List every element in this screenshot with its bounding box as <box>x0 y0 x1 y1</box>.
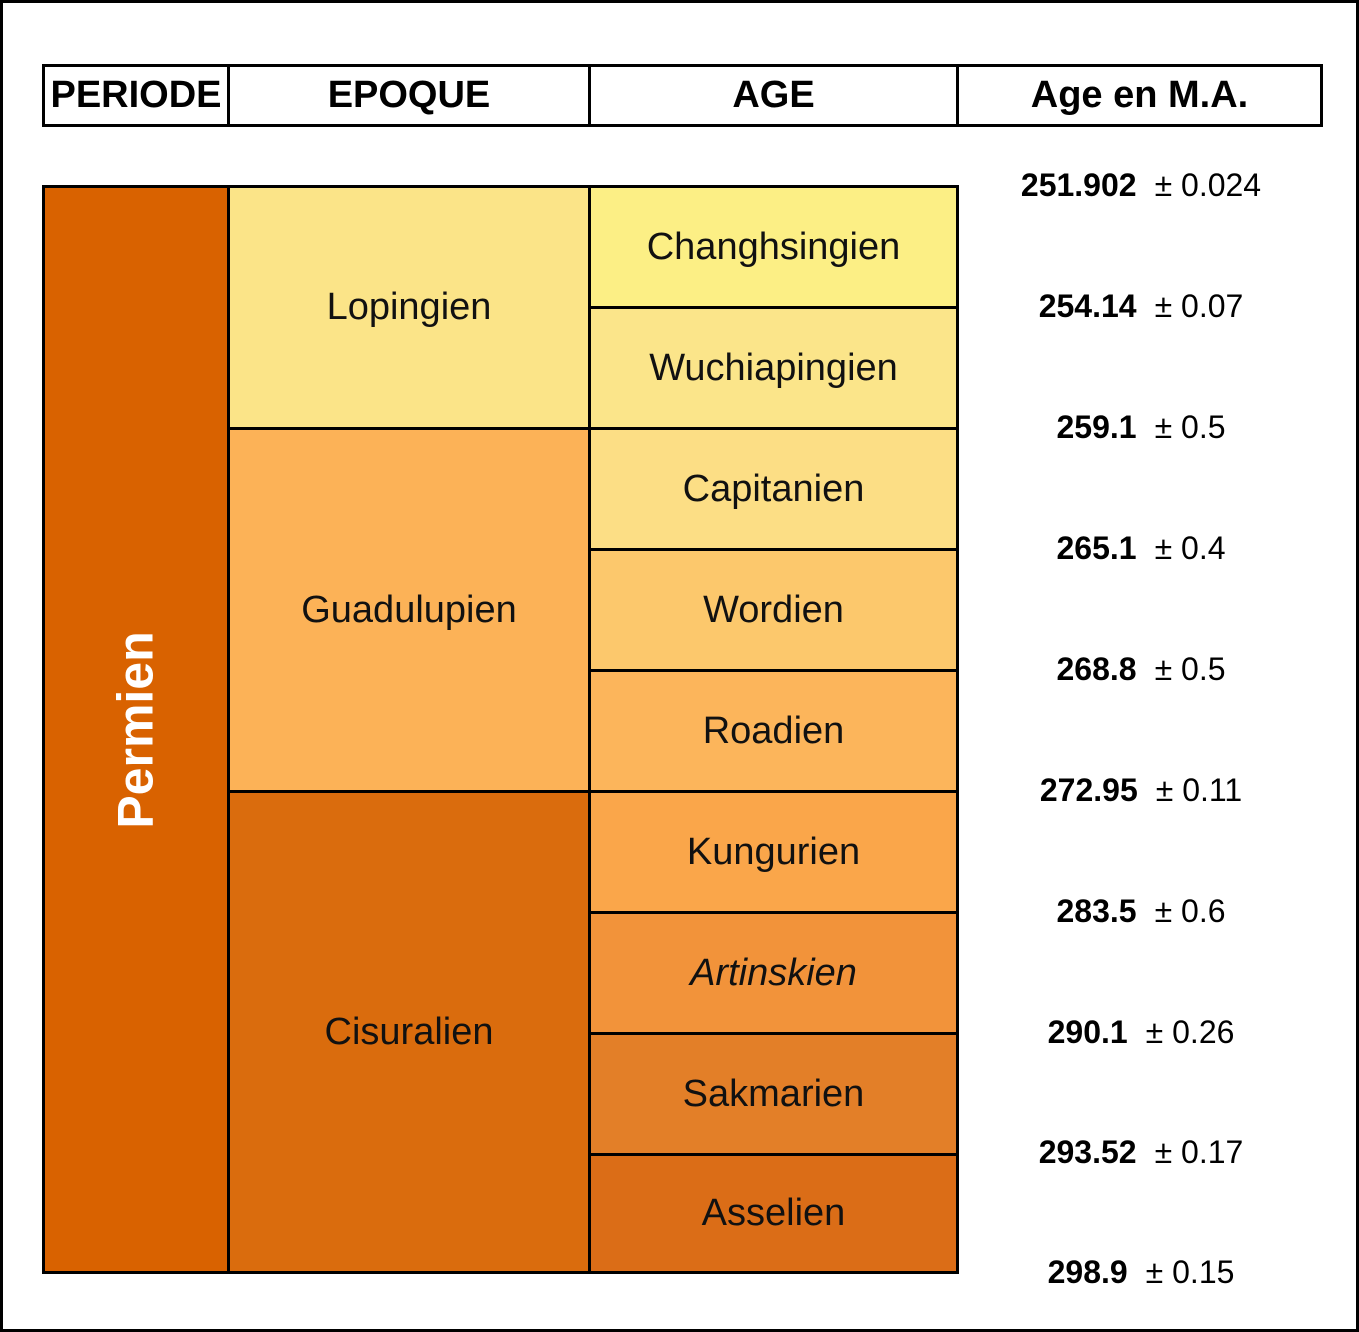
boundary-uncertainty: ± 0.6 <box>1154 893 1226 929</box>
boundary-value: 265.1 <box>1056 530 1137 566</box>
age-wuchiapingien: Wuchiapingien <box>588 306 959 430</box>
boundary-uncertainty: ± 0.26 <box>1145 1014 1235 1050</box>
age-changhsingien: Changhsingien <box>588 185 959 309</box>
boundary-age: 268.8 ± 0.5 <box>961 649 1321 689</box>
header-age: AGE <box>588 64 959 127</box>
epoch-label: Cisuralien <box>324 1010 494 1053</box>
boundary-age: 259.1 ± 0.5 <box>961 407 1321 447</box>
age-asselien: Asselien <box>588 1153 959 1274</box>
boundary-value: 293.52 <box>1038 1134 1137 1170</box>
boundary-uncertainty: ± 0.4 <box>1154 530 1226 566</box>
age-capitanien: Capitanien <box>588 427 959 551</box>
epoch-label: Lopingien <box>326 286 492 328</box>
boundary-value: 290.1 <box>1047 1014 1128 1050</box>
boundary-uncertainty: ± 0.17 <box>1154 1134 1244 1170</box>
boundary-uncertainty: ± 0.5 <box>1154 409 1226 445</box>
boundary-age: 265.1 ± 0.4 <box>961 528 1321 568</box>
boundary-age: 254.14 ± 0.07 <box>961 286 1321 326</box>
boundary-age: 272.95 ± 0.11 <box>961 770 1321 810</box>
header-epoque: EPOQUE <box>227 64 591 127</box>
boundary-uncertainty: ± 0.5 <box>1154 651 1226 687</box>
age-wordien: Wordien <box>588 548 959 672</box>
boundary-value: 259.1 <box>1056 409 1137 445</box>
epoch-lopingien: Lopingien <box>227 185 591 430</box>
age-label: Wordien <box>703 588 844 631</box>
boundary-age: 290.1 ± 0.26 <box>961 1012 1321 1052</box>
boundary-value: 268.8 <box>1056 651 1137 687</box>
age-roadien: Roadien <box>588 669 959 793</box>
age-label: Artinskien <box>690 951 857 994</box>
boundary-value: 251.902 <box>1020 167 1137 203</box>
age-label: Sakmarien <box>682 1072 865 1115</box>
age-sakmarien: Sakmarien <box>588 1032 959 1156</box>
boundary-value: 272.95 <box>1039 772 1138 808</box>
epoch-guadulupien: Guadulupien <box>227 427 591 793</box>
header-periode: PERIODE <box>42 64 230 127</box>
boundary-uncertainty: ± 0.11 <box>1155 772 1243 808</box>
header-age-ma: Age en M.A. <box>956 64 1323 127</box>
boundary-age: 298.9 ± 0.15 <box>961 1252 1321 1292</box>
age-label: Capitanien <box>682 467 865 510</box>
boundary-age: 251.902 ± 0.024 <box>961 165 1321 205</box>
period-permien: Permien <box>42 185 230 1274</box>
boundary-uncertainty: ± 0.024 <box>1154 167 1262 203</box>
boundary-value: 254.14 <box>1038 288 1137 324</box>
age-label: Wuchiapingien <box>649 346 898 389</box>
age-label: Roadien <box>702 709 845 752</box>
age-kungurien: Kungurien <box>588 790 959 914</box>
age-label: Asselien <box>701 1192 846 1234</box>
period-label: Permien <box>108 630 165 829</box>
boundary-uncertainty: ± 0.15 <box>1145 1254 1235 1290</box>
age-label: Kungurien <box>686 830 861 873</box>
boundary-age: 283.5 ± 0.6 <box>961 891 1321 931</box>
epoch-cisuralien: Cisuralien <box>227 790 591 1274</box>
boundary-age: 293.52 ± 0.17 <box>961 1132 1321 1172</box>
age-label: Changhsingien <box>646 225 901 268</box>
boundary-uncertainty: ± 0.07 <box>1154 288 1244 324</box>
boundary-value: 283.5 <box>1056 893 1137 929</box>
epoch-label: Guadulupien <box>301 588 517 631</box>
boundary-value: 298.9 <box>1047 1254 1128 1290</box>
age-artinskien: Artinskien <box>588 911 959 1035</box>
